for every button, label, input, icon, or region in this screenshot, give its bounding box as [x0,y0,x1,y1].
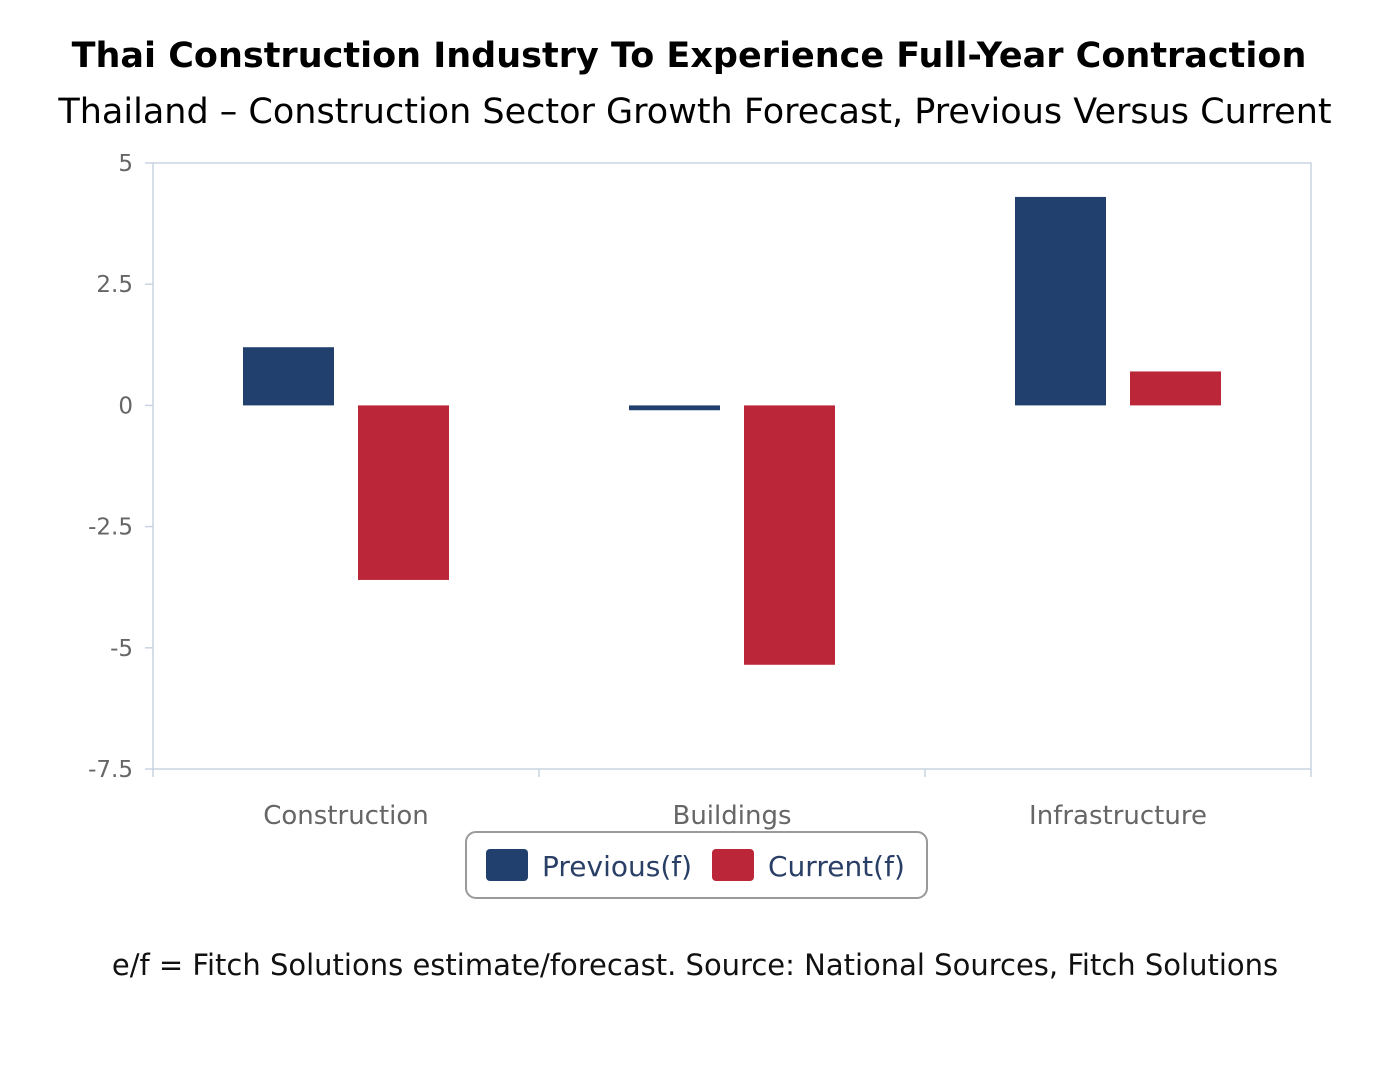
bars [243,196,1221,665]
x-axis: Construction Buildings Infrastructure [152,769,1312,831]
y-tick-label: -2.5 [88,515,133,541]
bar-previous-f--buildings [629,405,720,411]
chart-caption: e/f = Fitch Solutions estimate/forecast.… [111,948,1279,982]
legend-box [465,831,928,899]
legend-label: Current(f) [768,850,905,883]
y-tick-label: 2.5 [96,272,133,298]
y-tick-label: -7.5 [88,757,133,783]
x-category-label: Infrastructure [1029,801,1207,831]
plot-area [152,162,1312,770]
legend-label: Previous(f) [542,850,692,883]
bar-previous-f--construction [243,347,334,406]
bar-current-f--infrastructure [1130,371,1221,406]
x-category-label: Buildings [672,801,791,831]
y-tick-label: -5 [110,636,133,662]
bar-previous-f--infrastructure [1015,196,1106,406]
legend: Previous(f) Current(f) [465,831,928,899]
x-category-label: Construction [263,801,429,831]
y-tick-label: 5 [118,151,133,177]
y-tick-label: 0 [118,393,133,419]
chart-title: Thai Construction Industry To Experience… [71,36,1307,76]
legend-swatch [486,849,528,881]
chart-subtitle: Thailand – Construction Sector Growth Fo… [58,92,1332,132]
legend-swatch [712,849,754,881]
y-axis: 5 2.5 0 -2.5 -5 -7.5 [88,151,153,783]
bar-current-f--buildings [744,405,835,665]
bar-current-f--construction [358,405,449,580]
